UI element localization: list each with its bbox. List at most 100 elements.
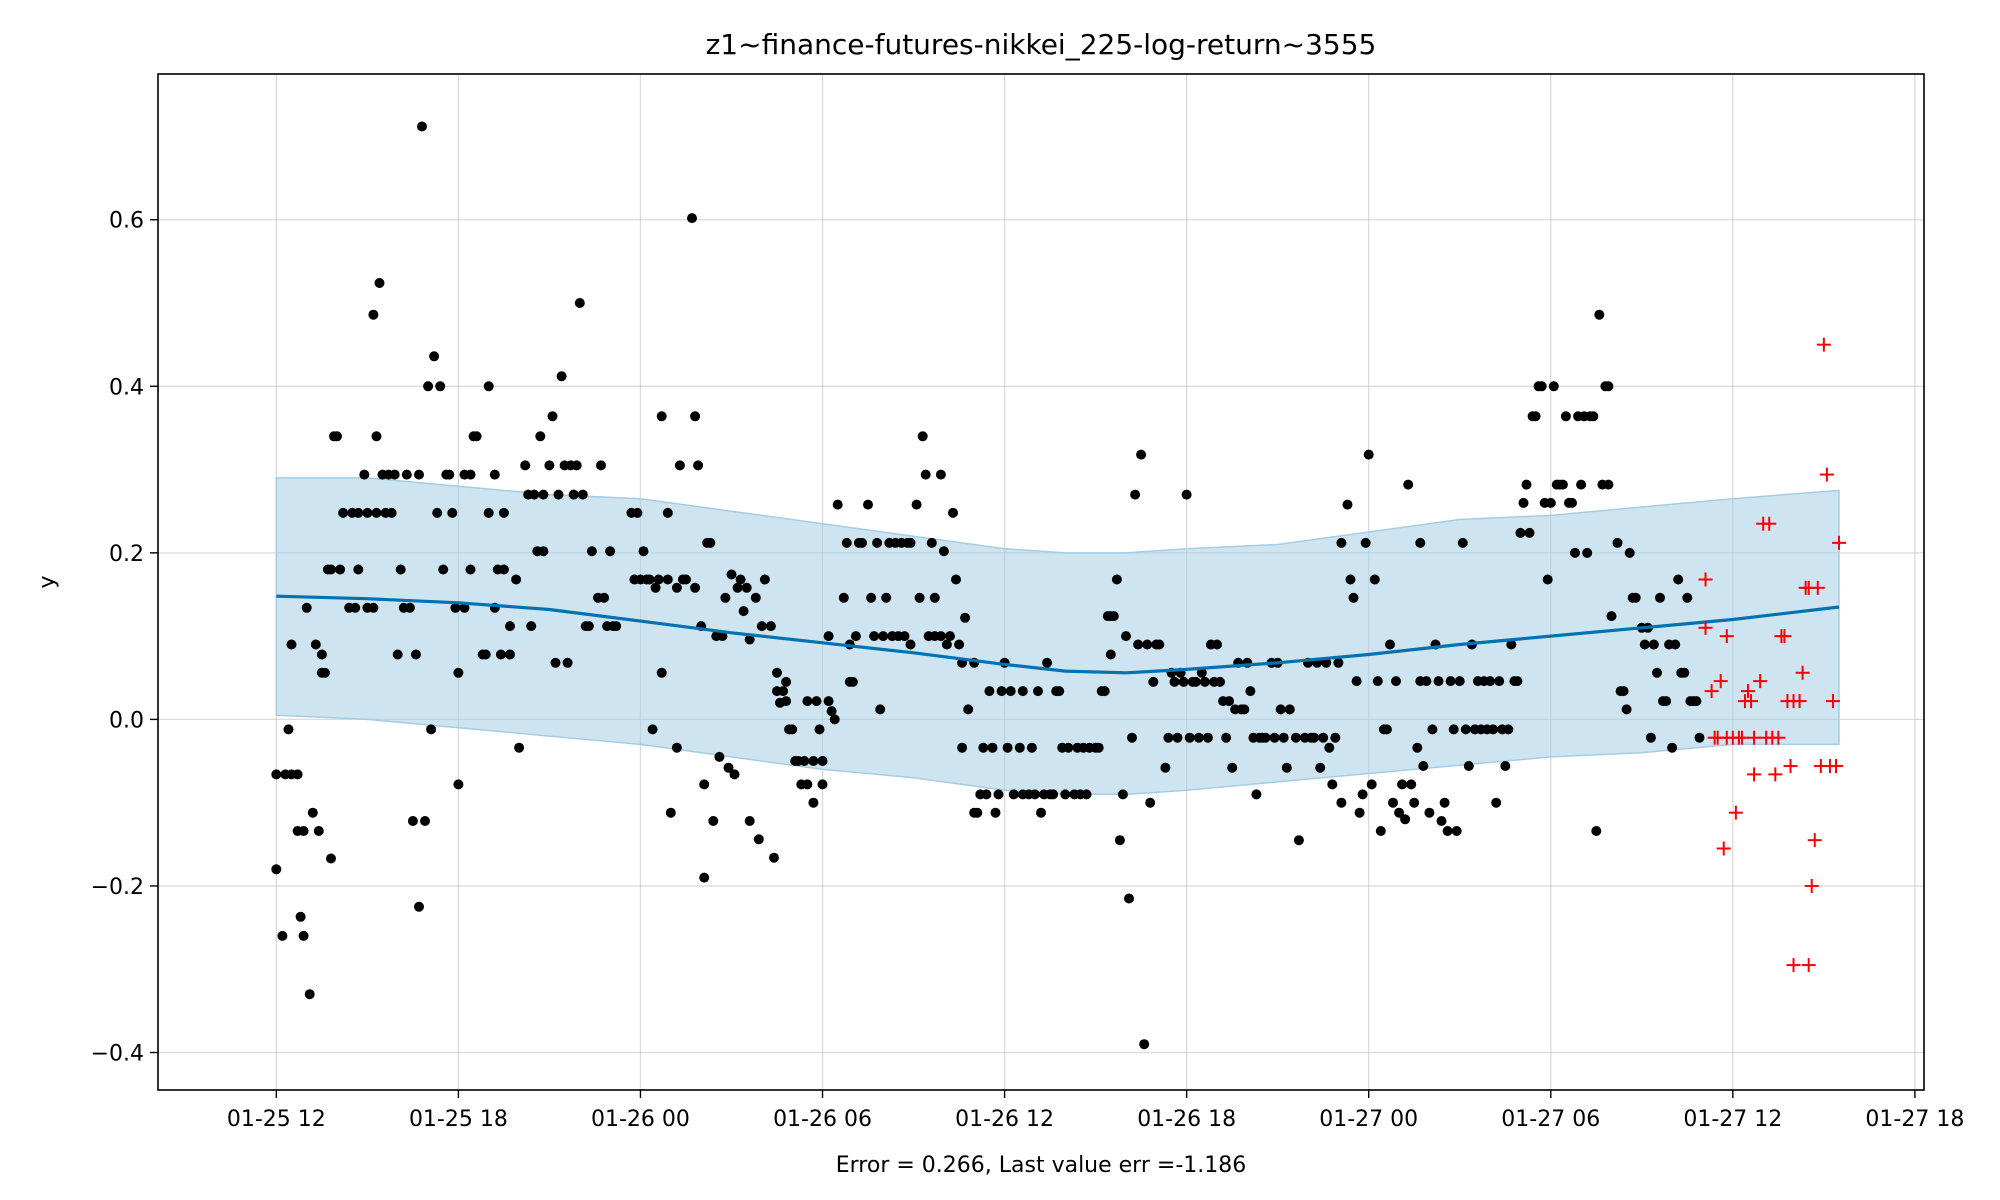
observed-point	[632, 507, 643, 518]
observed-point	[577, 489, 588, 500]
observed-point	[1385, 639, 1395, 650]
test-point	[1744, 694, 1759, 709]
observed-point	[304, 989, 315, 1000]
observed-point	[583, 621, 594, 632]
observed-point	[1612, 537, 1623, 548]
observed-point	[1172, 732, 1183, 743]
observed-point	[1403, 479, 1414, 490]
observed-point	[1227, 762, 1238, 773]
observed-point	[1542, 574, 1553, 585]
observed-point	[1360, 537, 1371, 548]
test-point	[1741, 684, 1756, 699]
observed-point	[1324, 742, 1335, 753]
observed-point	[1212, 639, 1222, 650]
observed-point	[1406, 779, 1417, 790]
observed-point	[963, 704, 974, 715]
observed-point	[954, 639, 965, 650]
observed-point	[1060, 789, 1071, 800]
observed-point	[772, 667, 782, 678]
test-point	[1783, 759, 1798, 774]
observed-point	[756, 621, 767, 632]
observed-point	[857, 537, 867, 548]
observed-point	[1418, 761, 1429, 771]
observed-point	[1139, 1039, 1150, 1050]
observed-point	[1111, 574, 1122, 585]
observed-point	[1454, 676, 1465, 687]
observed-point	[1576, 479, 1587, 490]
observed-point	[605, 546, 616, 557]
observed-point	[744, 816, 755, 826]
observed-point	[1645, 732, 1656, 743]
test-point	[1728, 805, 1743, 820]
observed-point	[547, 411, 558, 422]
observed-point	[550, 657, 561, 668]
observed-point	[1309, 732, 1320, 743]
observed-point	[498, 564, 509, 575]
observed-point	[1054, 686, 1065, 697]
observed-point	[690, 411, 701, 422]
observed-point	[690, 582, 701, 593]
observed-point	[1400, 814, 1411, 825]
y-axis-label: y	[35, 575, 60, 588]
observed-point	[1451, 826, 1462, 836]
observed-point	[1415, 537, 1426, 548]
observed-point	[1536, 381, 1547, 392]
observed-point	[1105, 649, 1116, 660]
observed-point	[1127, 732, 1137, 743]
x-tick-label: 01-27 00	[1319, 1107, 1418, 1132]
test-point	[1713, 674, 1728, 689]
observed-point	[1375, 826, 1386, 836]
observed-point	[599, 592, 610, 603]
observed-point	[781, 676, 792, 687]
observed-point	[1093, 742, 1104, 753]
observed-point	[386, 507, 397, 518]
observed-point	[1391, 676, 1401, 687]
observed-point	[1594, 309, 1605, 320]
observed-point	[1269, 732, 1280, 743]
observed-point	[1099, 686, 1110, 697]
observed-point	[544, 460, 555, 471]
observed-point	[647, 724, 658, 735]
test-point	[1771, 730, 1786, 745]
observed-point	[1506, 639, 1517, 650]
observed-point	[911, 499, 922, 510]
observed-point	[1148, 676, 1159, 687]
observed-point	[638, 546, 649, 557]
observed-point	[1582, 547, 1593, 558]
observed-point	[483, 507, 494, 518]
observed-point	[1121, 631, 1131, 642]
test-point	[1825, 694, 1840, 709]
observed-point	[1108, 611, 1119, 622]
observed-point	[656, 667, 667, 678]
observed-point	[832, 499, 843, 510]
observed-point	[987, 742, 998, 753]
observed-point	[765, 621, 776, 632]
observed-point	[307, 807, 318, 818]
observed-point	[1117, 789, 1128, 800]
observed-point	[1621, 704, 1632, 715]
test-point	[1704, 684, 1719, 699]
observed-point	[729, 769, 740, 780]
observed-point	[1178, 676, 1189, 687]
observed-point	[1190, 676, 1201, 687]
observed-point	[753, 834, 764, 845]
test-point	[1795, 665, 1810, 680]
observed-point	[881, 592, 892, 603]
observed-point	[1221, 732, 1232, 743]
observed-point	[1136, 449, 1147, 460]
observed-point	[420, 816, 430, 826]
observed-point	[972, 807, 983, 818]
observed-point	[644, 574, 655, 585]
observed-point	[708, 816, 719, 826]
observed-point	[1081, 789, 1092, 800]
test-point	[1698, 572, 1713, 587]
observed-point	[1290, 732, 1301, 743]
observed-point	[1491, 797, 1502, 808]
observed-point	[529, 489, 540, 500]
observed-point	[426, 724, 437, 735]
observed-point	[662, 574, 673, 585]
observed-point	[981, 789, 992, 800]
observed-point	[945, 631, 955, 642]
observed-point	[1673, 574, 1684, 585]
observed-point	[535, 431, 546, 442]
